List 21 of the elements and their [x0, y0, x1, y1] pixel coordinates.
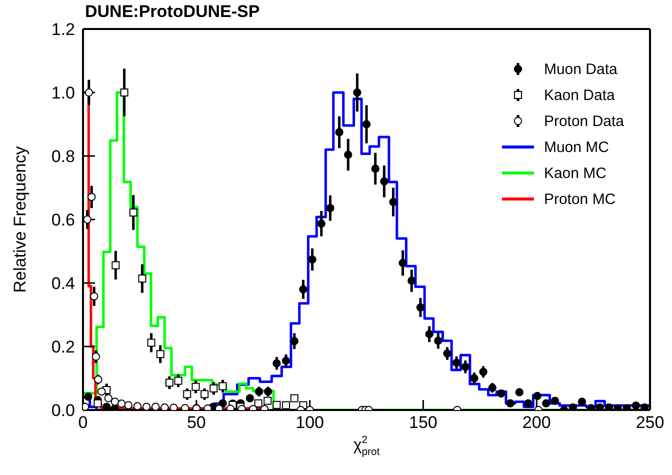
- y-tick-label: 1.2: [51, 20, 75, 40]
- y-tick-label: 0.2: [51, 338, 75, 357]
- legend-label: Muon Data: [544, 60, 618, 78]
- legend-label: Muon MC: [544, 138, 609, 156]
- legend-label: Proton MC: [544, 190, 616, 208]
- legend-label: Proton Data: [544, 112, 624, 130]
- legend-label: Kaon MC: [544, 164, 606, 182]
- y-tick-label: 0.0: [51, 401, 75, 420]
- x-tick-label: 150: [409, 413, 438, 432]
- y-tick-label: 0.8: [51, 147, 75, 166]
- y-tick-label: 1.0: [51, 84, 75, 103]
- y-tick-label: 0.4: [51, 274, 75, 294]
- chart-title: DUNE:ProtoDUNE-SP: [85, 2, 260, 22]
- x-tick-label: 50: [186, 413, 206, 432]
- y-tick-label: 0.6: [51, 210, 75, 230]
- x-tick-label: 200: [522, 413, 551, 432]
- legend-label: Kaon Data: [544, 86, 615, 104]
- y-axis-title: Relative Frequency: [10, 146, 30, 293]
- x-tick-label: 250: [636, 413, 664, 432]
- x-tick-label: 0: [78, 413, 88, 432]
- x-tick-label: 100: [296, 413, 324, 432]
